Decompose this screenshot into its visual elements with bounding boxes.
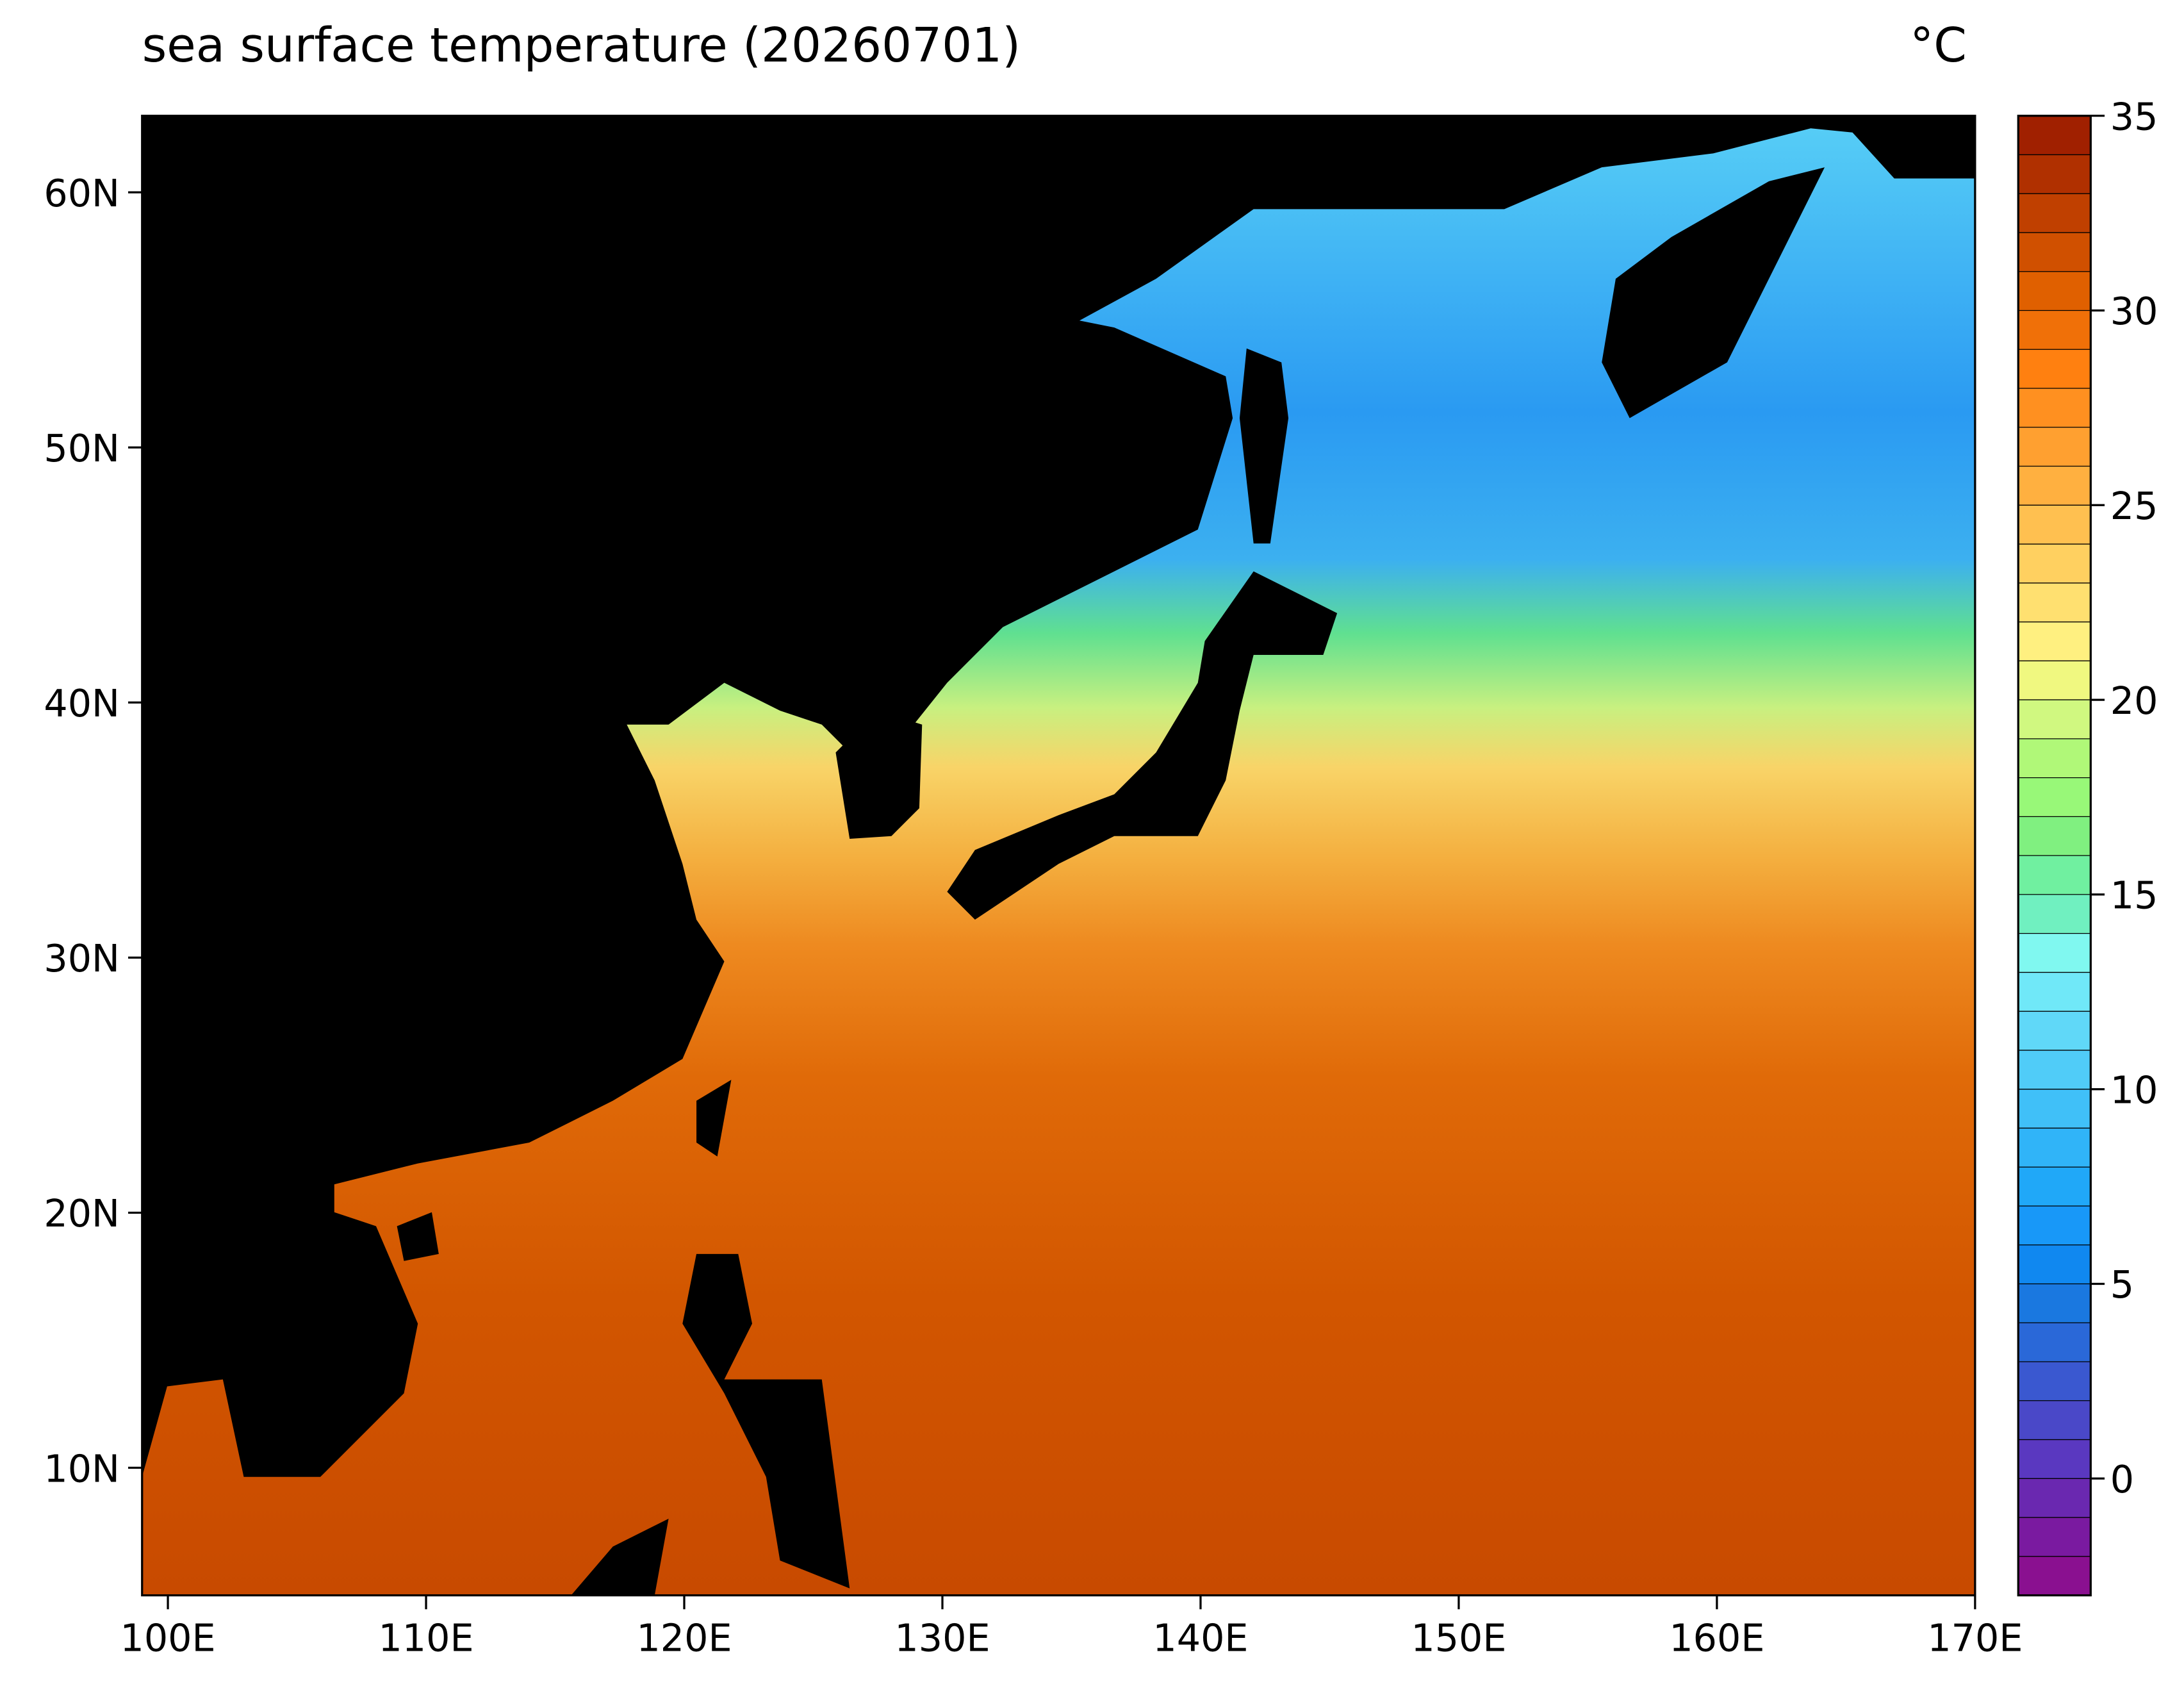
philippines: [682, 1253, 850, 1589]
y-tick-label: 10N: [44, 1447, 120, 1491]
chart-title: sea surface temperature (20260701): [142, 18, 1021, 73]
colorbar-tick-label: 25: [2110, 484, 2158, 528]
colorbar-band: [2018, 232, 2091, 272]
colorbar-band: [2018, 894, 2091, 934]
islands: [397, 167, 1825, 1596]
colorbar-band: [2018, 1439, 2091, 1479]
colorbar-tick-label: 35: [2110, 95, 2158, 138]
x-tick-label: 170E: [1927, 1617, 2023, 1660]
hainan: [397, 1212, 439, 1261]
colorbar-band: [2018, 194, 2091, 233]
map: [141, 115, 1976, 1597]
y-tick-label: 30N: [44, 937, 120, 980]
colorbar-band: [2018, 388, 2091, 427]
colorbar-band: [2018, 1362, 2091, 1401]
colorbar-band: [2018, 271, 2091, 311]
colorbar-band: [2018, 1284, 2091, 1323]
colorbar-band: [2018, 154, 2091, 194]
unit-label: °C: [1910, 18, 1967, 73]
y-tick-label: 50N: [44, 427, 120, 470]
colorbar-tick-label: 20: [2110, 679, 2158, 723]
y-tick-label: 40N: [44, 682, 120, 725]
colorbar-tick-label: 10: [2110, 1068, 2158, 1112]
colorbar-band: [2018, 855, 2091, 895]
x-tick-label: 120E: [636, 1617, 732, 1660]
colorbar-band: [2018, 544, 2091, 583]
x-tick-label: 140E: [1153, 1617, 1248, 1660]
taiwan: [696, 1080, 732, 1157]
borneo: [571, 1519, 669, 1596]
colorbar-band: [2018, 1478, 2091, 1518]
colorbar-band: [2018, 1011, 2091, 1050]
colorbar-band: [2018, 115, 2091, 155]
colorbar-band: [2018, 622, 2091, 661]
colorbar-band: [2018, 1089, 2091, 1128]
colorbar-band: [2018, 1556, 2091, 1596]
colorbar-band: [2018, 1244, 2091, 1284]
colorbar-band: [2018, 1400, 2091, 1440]
x-tick-label: 160E: [1669, 1617, 1764, 1660]
colorbar-band: [2018, 1128, 2091, 1168]
colorbar-band: [2018, 427, 2091, 467]
colorbar-tick-label: 5: [2110, 1263, 2134, 1307]
plot-frame: [141, 115, 1976, 1597]
colorbar-band: [2018, 582, 2091, 622]
colorbar-tick-label: 30: [2110, 290, 2158, 333]
colorbar-band: [2018, 972, 2091, 1012]
colorbar-band: [2018, 777, 2091, 817]
colorbar-band: [2018, 1205, 2091, 1245]
y-tick-label: 20N: [44, 1192, 120, 1235]
colorbar-band: [2018, 1050, 2091, 1089]
korea: [835, 711, 923, 839]
colorbar-band: [2018, 466, 2091, 506]
x-tick-label: 150E: [1411, 1617, 1506, 1660]
colorbar-band: [2018, 700, 2091, 739]
colorbar-band: [2018, 738, 2091, 778]
japan: [947, 571, 1338, 920]
colorbar-band: [2018, 310, 2091, 350]
y-tick-label: 60N: [44, 172, 120, 215]
colorbar-band: [2018, 933, 2091, 973]
kamchatka: [1602, 167, 1825, 418]
colorbar-frame: [2017, 115, 2092, 1597]
colorbar-tick-label: 0: [2110, 1458, 2134, 1501]
colorbar-band: [2018, 349, 2091, 389]
colorbar-band: [2018, 1167, 2091, 1206]
x-tick-label: 100E: [120, 1617, 216, 1660]
colorbar-band: [2018, 661, 2091, 700]
colorbar-band: [2018, 816, 2091, 856]
colorbar-band: [2018, 505, 2091, 545]
colorbar-band: [2018, 1323, 2091, 1362]
x-tick-label: 110E: [378, 1617, 473, 1660]
x-tick-label: 130E: [894, 1617, 990, 1660]
sakhalin: [1239, 348, 1289, 544]
colorbar-band: [2018, 1517, 2091, 1557]
colorbar-tick-label: 15: [2110, 874, 2158, 918]
